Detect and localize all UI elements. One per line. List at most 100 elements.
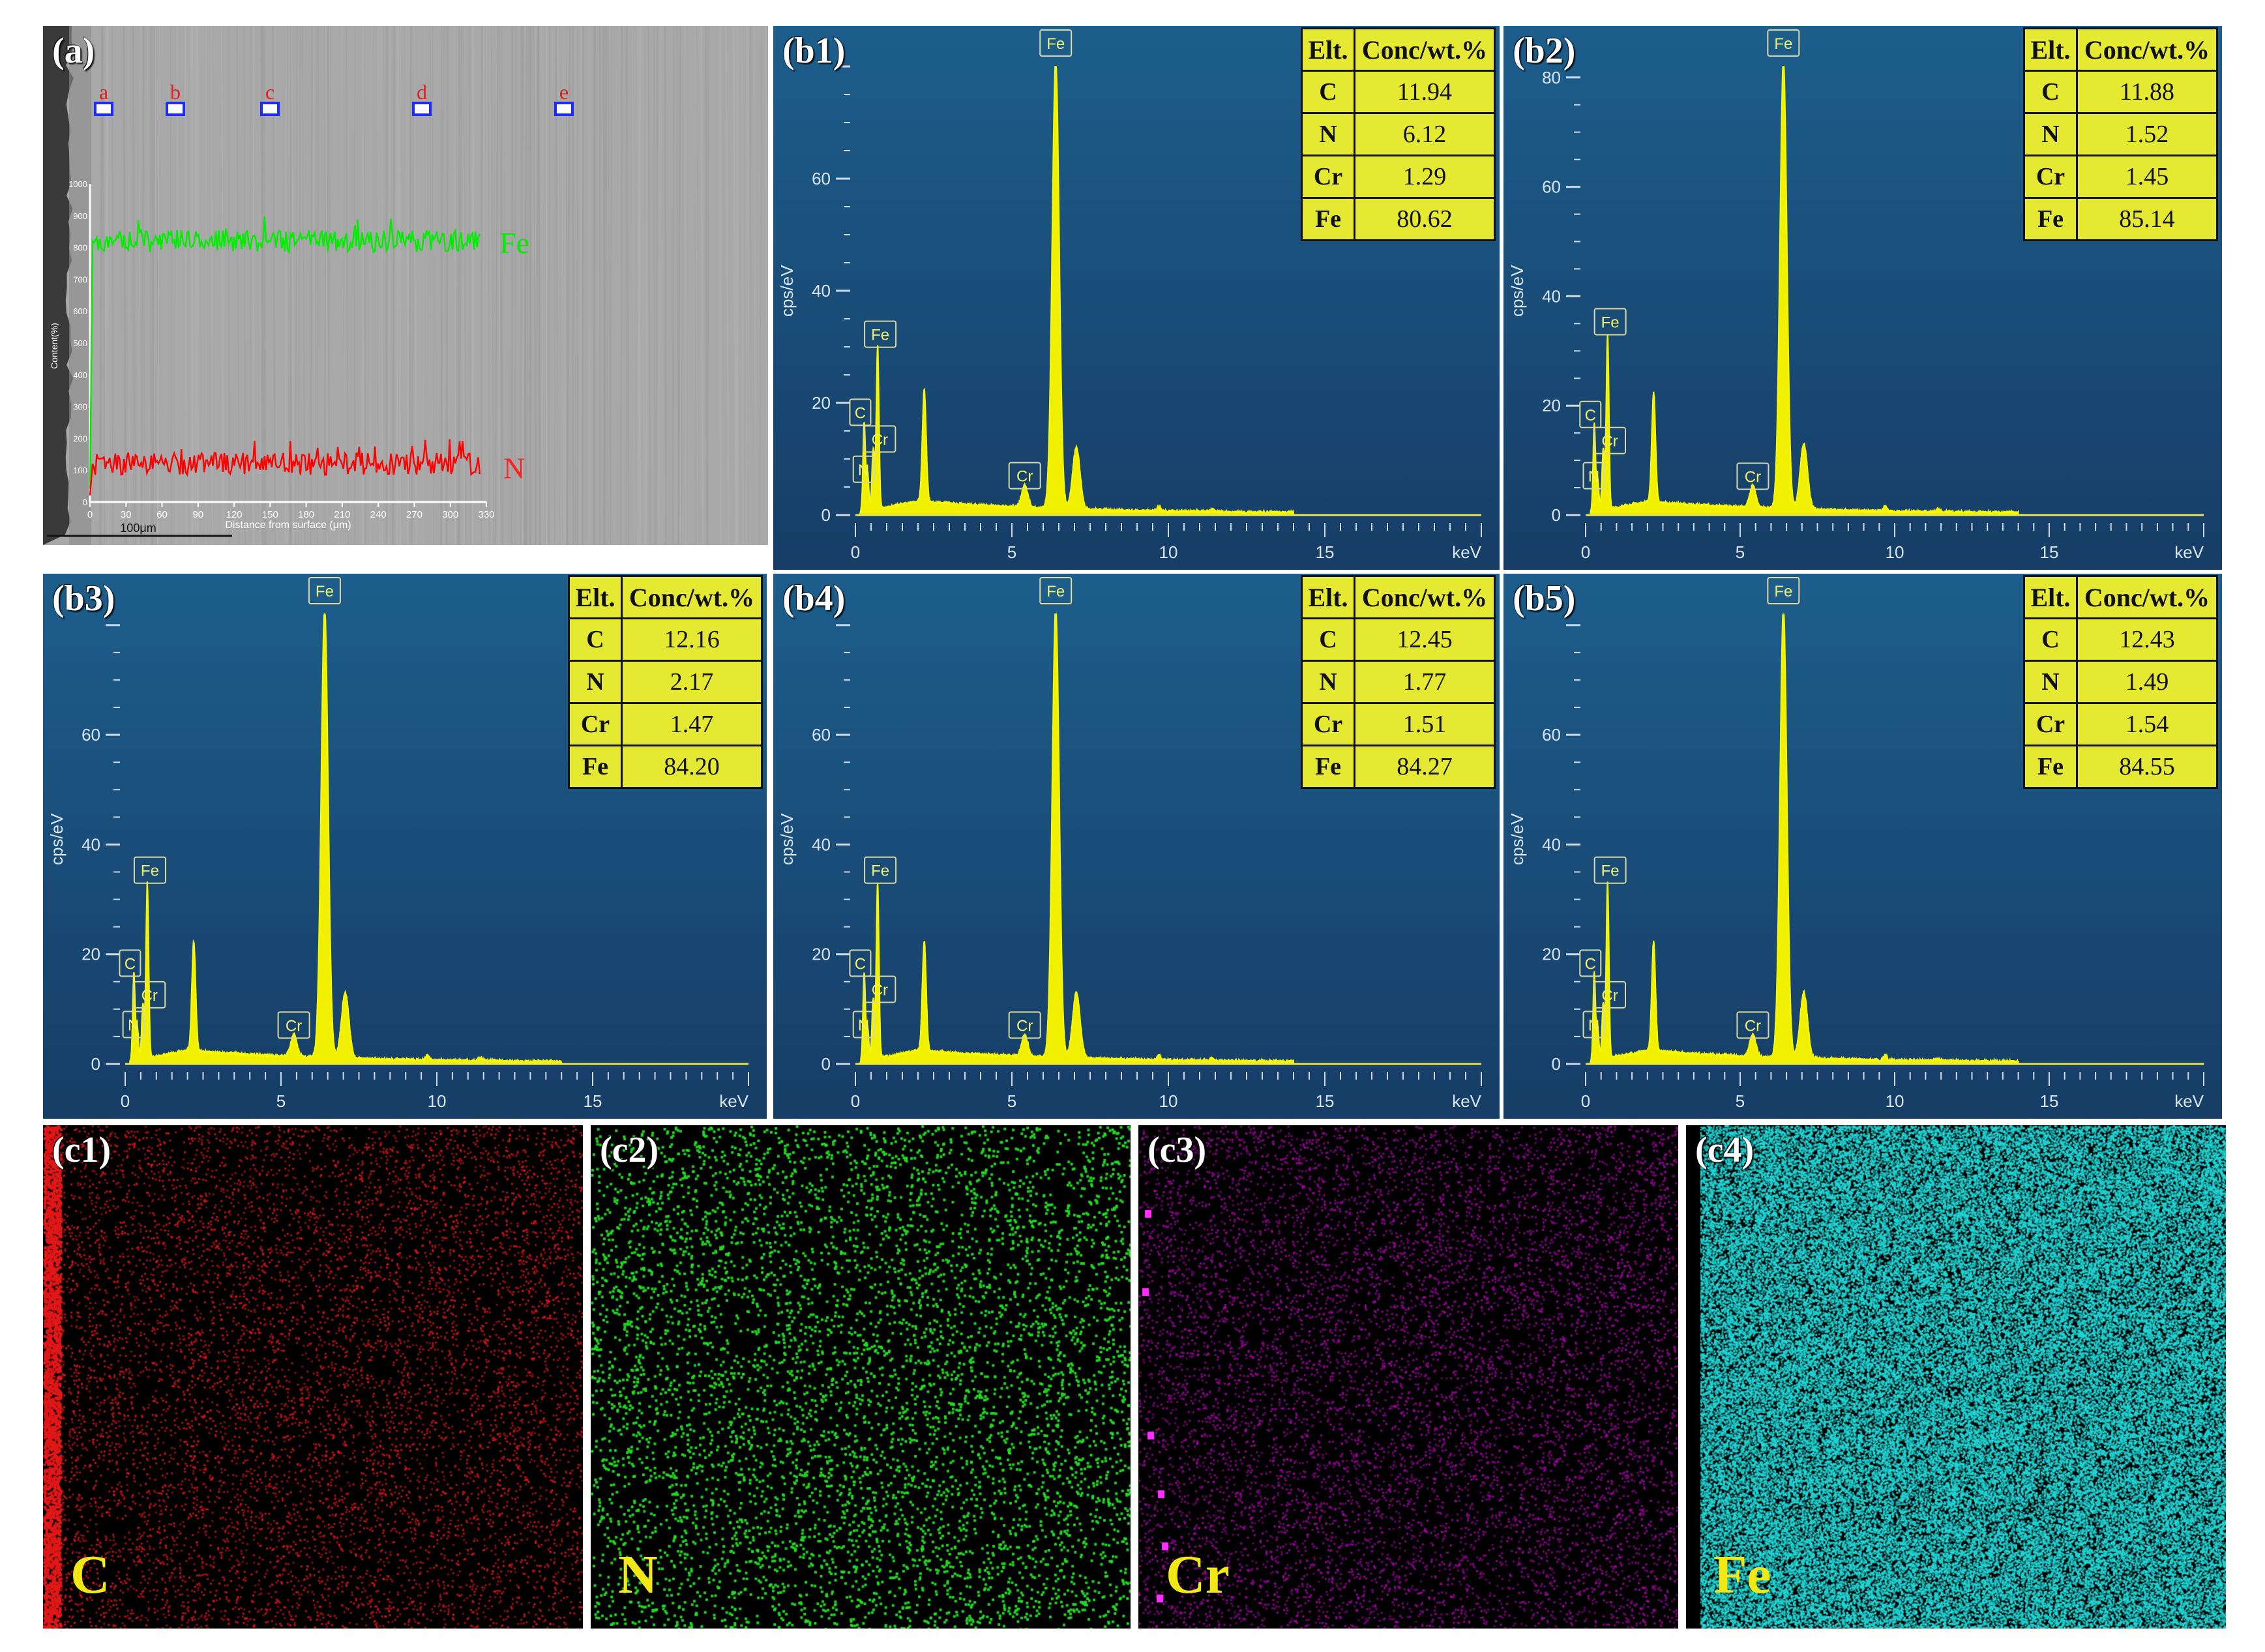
scan-point-a (94, 102, 113, 116)
y-tick-label: 80 (1542, 68, 1561, 87)
sem-texture (658, 26, 661, 545)
sem-texture (537, 26, 541, 545)
sem-texture (664, 26, 667, 545)
conc-cell: 6.12 (1354, 112, 1496, 156)
peak-label-cr: Cr (1601, 433, 1618, 450)
y-tick-label: 0 (822, 1054, 831, 1074)
element-label-cr: Cr (1166, 1544, 1230, 1605)
y-tick-label: 20 (81, 945, 100, 964)
sem-texture (190, 26, 193, 545)
conc-cell: 80.62 (1354, 197, 1496, 241)
peak-label-box (849, 949, 872, 977)
sem-texture (210, 26, 213, 545)
conc-cell: 1.51 (1354, 702, 1496, 746)
x-tick-label: 270 (406, 509, 422, 520)
sem-texture (392, 26, 396, 545)
scan-point-c (260, 102, 280, 116)
sem-texture (606, 26, 609, 545)
x-tick-label: 210 (334, 509, 350, 520)
sem-texture (514, 26, 516, 545)
peak-label-fe: Fe (1774, 583, 1792, 600)
sem-texture (184, 26, 187, 545)
sem-texture (546, 26, 548, 545)
peak-label-box (849, 398, 872, 426)
header-conc: Conc/wt.% (1354, 575, 1496, 619)
peak-label-box (863, 425, 896, 453)
peak-label-box (277, 1011, 310, 1039)
x-tick-label: 15 (1316, 542, 1335, 562)
y-tick-label: 20 (1542, 396, 1561, 415)
sample-edge (43, 26, 74, 545)
y-tick-label: 60 (1542, 725, 1561, 745)
y-tick-label: 0 (91, 1054, 100, 1074)
sem-texture (236, 26, 240, 545)
scale-bar-label: 100μm (120, 522, 156, 535)
sem-texture (501, 26, 504, 545)
element-map-fe (1686, 1125, 2226, 1629)
peak-label-fe: Fe (1046, 583, 1065, 600)
sem-texture (733, 26, 737, 545)
x-tick-label: 10 (1886, 1091, 1904, 1111)
peak-label-fe: Fe (1046, 35, 1065, 53)
sem-texture (363, 26, 366, 545)
peak-label-box (1582, 462, 1605, 490)
sem-texture (284, 26, 288, 545)
peak-label-c: C (855, 955, 866, 973)
y-axis-label: cps/eV (1507, 265, 1527, 317)
panel-label-b4: (b4) (782, 578, 846, 619)
conc-cell: 1.47 (621, 702, 763, 746)
peak-label-cr: Cr (872, 981, 888, 999)
conc-cell: 1.52 (2076, 112, 2218, 156)
element-cell: Fe (1301, 197, 1355, 241)
peak-label-box (864, 320, 897, 348)
composition-row: N 6.12 (1301, 112, 1496, 156)
composition-row: C 12.45 (1301, 617, 1496, 662)
x-tick-label: 10 (1886, 542, 1904, 562)
peak-label-box (1736, 1011, 1769, 1039)
conc-cell: 11.88 (2076, 70, 2218, 114)
sem-texture (636, 26, 642, 545)
x-tick-label: 15 (584, 1091, 602, 1111)
series-label-n: N (503, 451, 525, 484)
sem-texture (705, 26, 708, 545)
element-map-cr (1138, 1125, 1678, 1629)
sem-texture (632, 26, 635, 545)
x-tick-label: 5 (1007, 542, 1016, 562)
peak-label-n: N (1588, 1017, 1599, 1035)
x-unit-label: keV (1452, 542, 1481, 562)
header-element: Elt. (2023, 575, 2078, 619)
sem-texture (548, 26, 550, 545)
element-label-fe: Fe (1713, 1544, 1771, 1605)
scan-point-label-c: c (265, 80, 274, 104)
peak-label-box (852, 1010, 875, 1039)
sem-texture (581, 26, 585, 545)
conc-cell: 2.17 (621, 660, 763, 704)
peak-label-cr: Cr (872, 431, 888, 449)
sem-texture (138, 26, 141, 545)
composition-row: Fe 85.14 (2023, 197, 2218, 241)
scan-point-label-d: d (417, 80, 427, 104)
y-tick-label: 60 (812, 725, 831, 745)
panel-c3-chromium-map: (c3) Cr (1138, 1125, 1678, 1629)
scan-point-e (554, 102, 574, 116)
x-tick-label: 150 (262, 509, 278, 520)
x-tick-label: 330 (478, 509, 494, 520)
x-tick-label: 10 (428, 1091, 447, 1111)
sem-texture (647, 26, 651, 545)
x-tick-label: 10 (1159, 1091, 1178, 1111)
composition-row: N 1.49 (2023, 660, 2218, 704)
panel-label-b2: (b2) (1513, 31, 1576, 71)
y-tick-label: 600 (73, 306, 87, 316)
sem-texture (765, 26, 768, 545)
x-axis-label: Distance from surface (μm) (225, 520, 351, 531)
spectrum-curve (859, 66, 1294, 516)
composition-table: Elt. Conc/wt.% C 11.94 N 6.12 Cr 1.29 Fe 80.62 (1301, 27, 1496, 241)
x-unit-label: keV (2174, 1091, 2204, 1111)
y-tick-label: 0 (83, 497, 87, 507)
peak-label-fe: Fe (141, 863, 159, 880)
peak-label-fe: Fe (1601, 314, 1620, 332)
panel-label-b5: (b5) (1513, 578, 1576, 619)
y-tick-label: 1000 (68, 179, 87, 189)
x-tick-label: 15 (2040, 542, 2059, 562)
element-cell: Fe (1301, 745, 1355, 789)
